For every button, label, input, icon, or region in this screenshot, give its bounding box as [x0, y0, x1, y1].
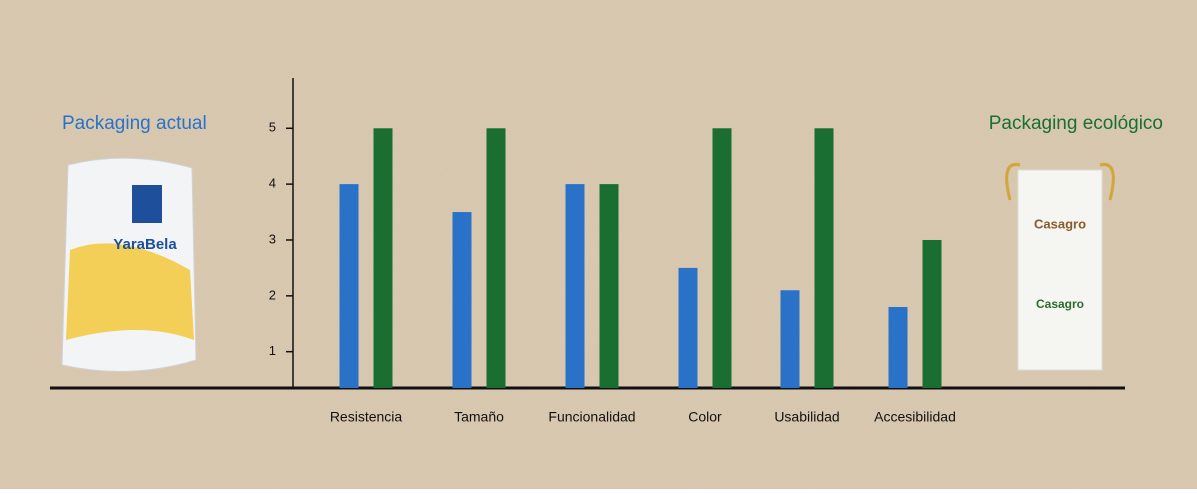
bag-ecologico: Casagro Casagro	[1005, 162, 1115, 371]
bar	[452, 212, 472, 388]
bar	[922, 239, 942, 388]
x-tick-label: Resistencia	[330, 409, 403, 425]
bag-actual: YaraBela	[61, 157, 197, 372]
y-tick-label: 5	[269, 120, 276, 135]
bar	[373, 128, 393, 388]
y-tick-label: 1	[269, 343, 276, 358]
svg-text:YaraBela: YaraBela	[113, 236, 177, 253]
x-tick-label: Accesibilidad	[874, 409, 956, 425]
legend-label: Packaging actual	[62, 113, 207, 134]
bar	[599, 184, 619, 388]
x-tick-label: Funcionalidad	[548, 409, 635, 425]
bar	[678, 267, 698, 388]
svg-text:Casagro: Casagro	[1036, 297, 1084, 311]
y-tick-label: 4	[269, 176, 276, 191]
bar	[814, 128, 834, 388]
y-tick-label: 2	[269, 287, 276, 302]
bar	[339, 184, 359, 388]
bar	[565, 184, 585, 388]
svg-text:Casagro: Casagro	[1034, 216, 1086, 231]
x-tick-label: Tamaño	[454, 409, 504, 425]
bar	[780, 290, 800, 388]
bar	[712, 128, 732, 388]
bar	[486, 128, 506, 388]
legend-label: Packaging ecológico	[989, 113, 1163, 134]
y-tick-label: 3	[269, 231, 276, 246]
x-tick-label: Color	[688, 409, 722, 425]
x-tick-label: Usabilidad	[774, 409, 839, 425]
bar	[888, 307, 908, 388]
